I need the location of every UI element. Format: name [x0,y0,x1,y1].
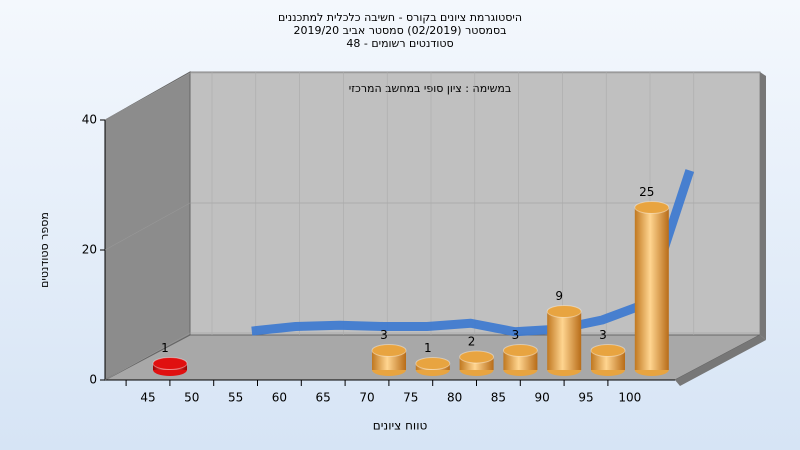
floor-edge [675,335,766,386]
y-tick-label: 0 [89,373,97,387]
bar [415,357,451,376]
distribution-curve [251,169,695,337]
x-tick-label: 70 [359,391,374,405]
bar [546,305,582,376]
bar-top [415,357,451,370]
x-tick-label: 65 [316,391,331,405]
x-tick-label: 80 [447,391,462,405]
bar-top [590,344,626,357]
side-wall [104,71,191,381]
x-tick-label: 50 [184,391,199,405]
grid-line [104,202,760,251]
x-tick-label: 90 [535,391,550,405]
bar-body [634,207,669,370]
bar-body [547,311,582,370]
grid-line [104,72,760,121]
data-label: 1 [424,341,432,355]
bar [152,357,188,376]
bar [371,344,407,376]
y-tick-label: 20 [82,243,97,257]
x-axis-label: טווח ציונים [373,419,428,433]
bar-top [371,344,407,357]
chart-title: סטודנטים רשומים - 48 [346,37,453,50]
y-axis-label: מספר סטודנטים [38,212,51,288]
chart-title: בסמסטר (02/2019) סמסטר אביב 2019/20 [293,24,506,37]
bar-top [634,201,670,214]
data-label: 3 [380,328,388,342]
data-label: 25 [639,185,654,199]
x-tick-label: 55 [228,391,243,405]
bar [459,350,495,376]
x-tick-label: 75 [403,391,418,405]
data-label: 1 [161,341,169,355]
bar-top [546,305,582,318]
wall-edge [760,72,766,340]
subtitle: במשימה : ציון סופי במחשב המרכזי [349,82,512,95]
chart-title: היסטוגרמת ציונים בקורס - חשיבה כלכלית למ… [278,11,522,24]
y-tick-label: 40 [82,113,97,127]
bar [590,344,626,376]
data-label: 9 [555,289,563,303]
data-label: 3 [512,328,520,342]
x-tick-label: 85 [491,391,506,405]
bar-top [152,357,188,370]
bar-top [502,344,538,357]
x-tick-label: 45 [140,391,155,405]
bar [634,201,670,376]
x-tick-label: 100 [618,391,641,405]
bar-top [459,350,495,364]
x-tick-label: 95 [578,391,593,405]
bar [502,344,538,376]
x-tick-label: 60 [272,391,287,405]
data-label: 3 [599,328,607,342]
data-label: 2 [468,335,476,349]
